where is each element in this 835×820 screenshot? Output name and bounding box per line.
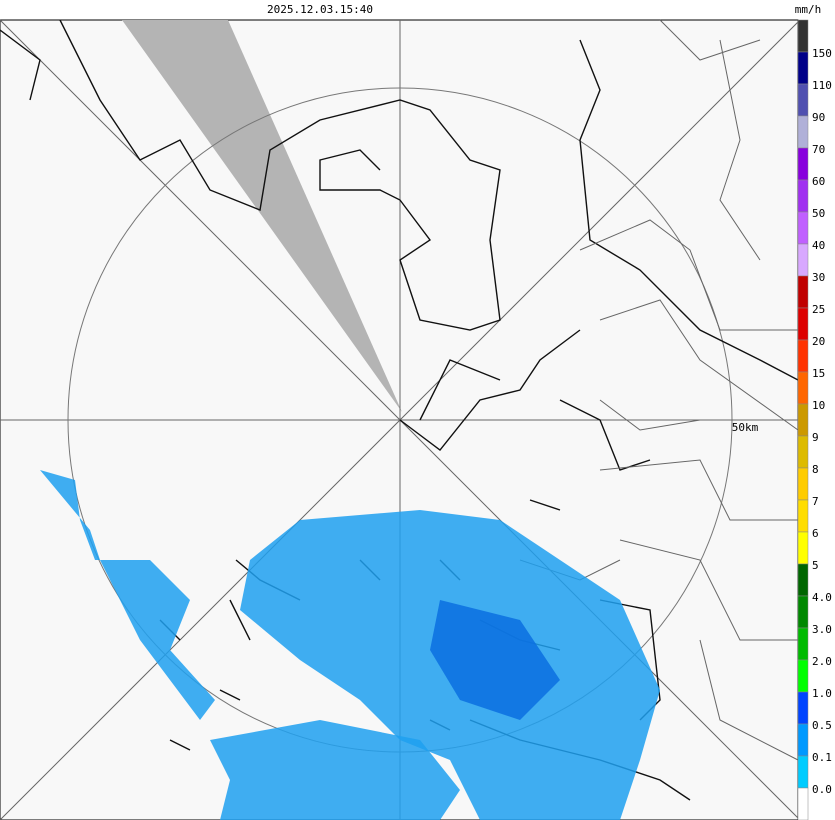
legend-label: 1.0: [812, 687, 832, 700]
legend-label: 15: [812, 367, 825, 380]
legend-swatch: [797, 467, 809, 501]
legend-swatch: [797, 51, 809, 85]
legend-swatch: [797, 435, 809, 469]
unit: mm/h: [795, 3, 822, 16]
legend-swatch: [797, 147, 809, 181]
legend-label: 90: [812, 111, 825, 124]
legend-label: 0.0: [812, 783, 832, 796]
timestamp: 2025.12.03.15:40: [267, 3, 373, 16]
legend-label: 9: [812, 431, 819, 444]
legend-label: 30: [812, 271, 825, 284]
legend-swatch: [797, 83, 809, 117]
legend-label: 150: [812, 47, 832, 60]
legend-swatch: [797, 339, 809, 373]
legend-swatch: [797, 787, 809, 820]
legend-swatch: [797, 371, 809, 405]
legend-label: 7: [812, 495, 819, 508]
legend-swatch: [797, 595, 809, 629]
legend-label: 70: [812, 143, 825, 156]
legend-label: 50: [812, 207, 825, 220]
legend-swatch: [797, 307, 809, 341]
map: [0, 19, 799, 820]
legend-swatch: [797, 403, 809, 437]
legend-label: 0.5: [812, 719, 832, 732]
legend-swatch: [797, 19, 809, 53]
legend-swatch: [797, 499, 809, 533]
legend-label: 25: [812, 303, 825, 316]
legend-label: 10: [812, 399, 825, 412]
legend-label: 8: [812, 463, 819, 476]
legend: 150 110 90 70 60 50 40 30 25 20 15 10 9 8 7 6 5 4.0 3.0 2.0…: [797, 19, 832, 820]
legend-swatch: [797, 755, 809, 789]
legend-label: 20: [812, 335, 825, 348]
legend-swatch: [797, 563, 809, 597]
legend-label: 4.0: [812, 591, 832, 604]
legend-swatch: [797, 531, 809, 565]
legend-swatch: [797, 627, 809, 661]
legend-label: 40: [812, 239, 825, 252]
range-label: 50km: [732, 421, 759, 434]
legend-label: 2.0: [812, 655, 832, 668]
legend-label: 0.1: [812, 751, 832, 764]
legend-swatch: [797, 691, 809, 725]
legend-swatch: [797, 723, 809, 757]
legend-swatch: [797, 179, 809, 213]
legend-swatch: [797, 659, 809, 693]
legend-swatch: [797, 211, 809, 245]
legend-swatch: [797, 243, 809, 277]
legend-label: 5: [812, 559, 819, 572]
legend-label: 110: [812, 79, 832, 92]
legend-label: 6: [812, 527, 819, 540]
legend-swatch: [797, 115, 809, 149]
legend-label: 3.0: [812, 623, 832, 636]
legend-label: 60: [812, 175, 825, 188]
legend-swatch: [797, 275, 809, 309]
